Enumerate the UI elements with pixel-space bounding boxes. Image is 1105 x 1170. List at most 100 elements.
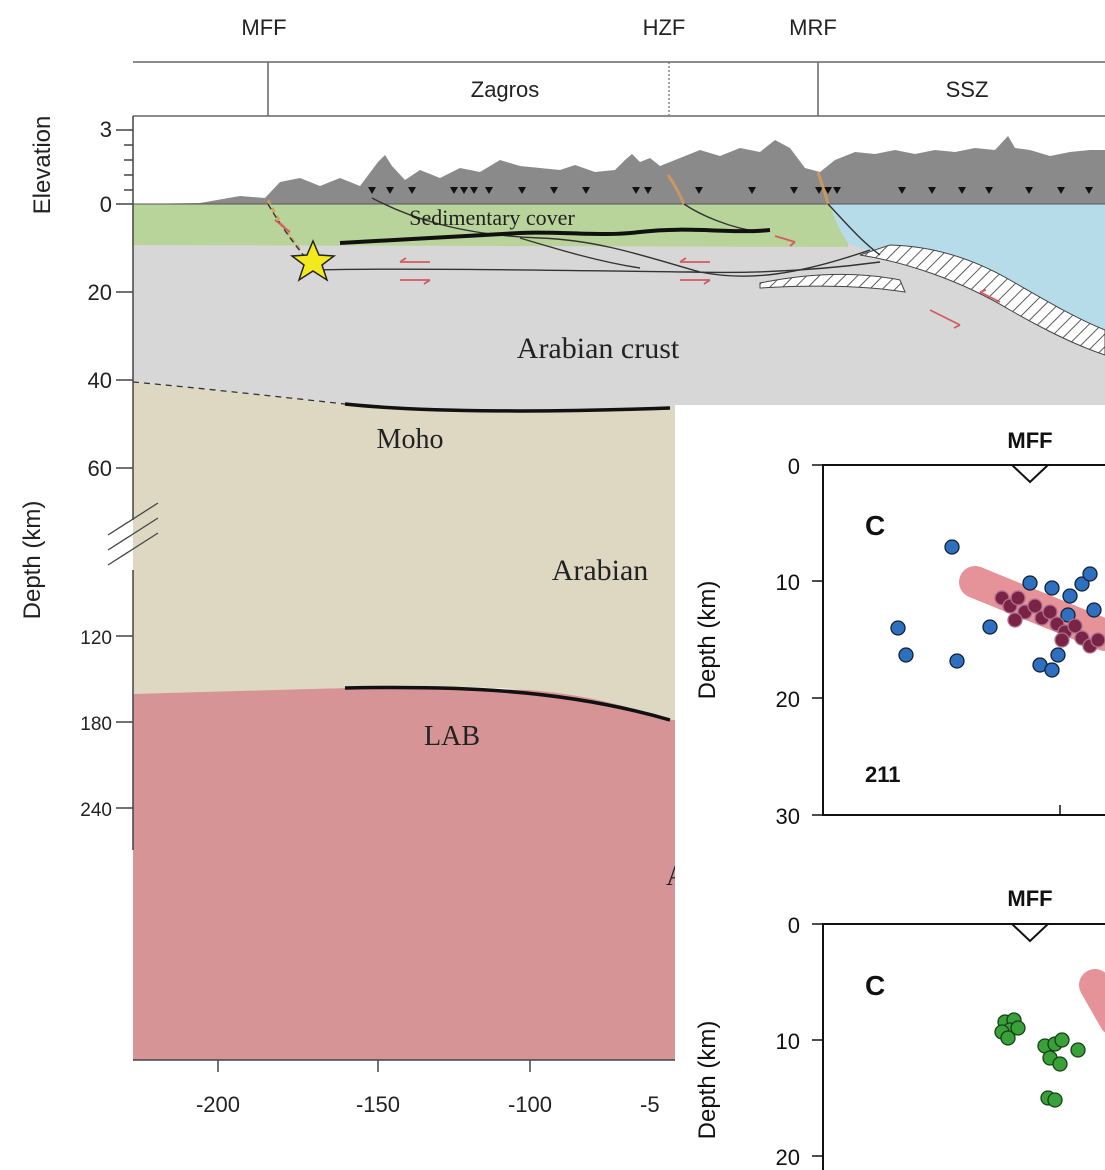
main-y-tick-labels: 3 0 20 40 60 120 180 240 xyxy=(80,117,112,821)
inset-bottom-green-events xyxy=(994,1012,1086,1108)
inset-top-maroon-events xyxy=(994,590,1105,654)
earthquake-star-icon xyxy=(289,239,337,282)
moho-dashed xyxy=(132,381,346,405)
fault-line-mrf xyxy=(827,203,881,256)
event-point xyxy=(1000,1030,1016,1046)
fault-trace-mff xyxy=(266,199,302,251)
station-icon xyxy=(470,187,478,194)
event-point xyxy=(1044,580,1060,596)
inset-bottom-panel-letter: C xyxy=(865,970,885,1001)
event-point xyxy=(890,620,906,636)
station-icon xyxy=(833,187,841,194)
fault-line-upper xyxy=(371,197,871,277)
x-tick-label: -5 xyxy=(640,1092,660,1117)
label-moho: Moho xyxy=(377,424,444,455)
inset-top-count: 211 xyxy=(865,762,901,787)
fault-trace-mrf xyxy=(816,171,830,205)
zone-label-ssz: SSZ xyxy=(946,77,989,102)
fault-line-lower xyxy=(314,261,881,274)
station-icon xyxy=(632,187,640,194)
inset-top-fault-label: MFF xyxy=(1007,428,1052,453)
arrow-icon xyxy=(979,289,1001,303)
inset-top-y-label: Depth (km) xyxy=(694,581,721,700)
station-icon xyxy=(1025,187,1033,194)
sedimentary-layer xyxy=(133,204,855,247)
y-tick-label: 180 xyxy=(80,714,112,735)
inset-bottom-y-label: Depth (km) xyxy=(694,1021,721,1140)
event-point xyxy=(1050,647,1066,663)
y-tick-label: 40 xyxy=(88,368,112,393)
inset-bottom-y-ticks xyxy=(812,923,823,1157)
station-icon xyxy=(644,187,652,194)
station-icon xyxy=(386,187,394,194)
inset-bottom-tick-10: 10 xyxy=(776,1029,800,1054)
shear-arrows xyxy=(274,219,1001,329)
header-faults: MFF HZF MRF xyxy=(241,15,836,40)
y-tick-label: 120 xyxy=(80,628,112,649)
event-point xyxy=(982,619,998,635)
station-icon xyxy=(790,187,798,194)
inset-bottom-frame xyxy=(822,923,1105,1170)
event-point xyxy=(1027,598,1043,614)
y-tick-label: 20 xyxy=(88,280,112,305)
inset-bottom-fault-triangle-icon xyxy=(1009,923,1051,943)
label-arabian-crust: Arabian crust xyxy=(517,332,680,365)
inset-top-panel: 0 10 20 30 Depth (km) MFF C 211 xyxy=(694,428,1105,829)
x-tick-label: -100 xyxy=(508,1092,552,1117)
fault-label-hzf: HZF xyxy=(643,15,686,40)
event-point xyxy=(1022,575,1038,591)
event-point xyxy=(1054,1032,1070,1048)
ssz-lower-crust xyxy=(848,243,1105,408)
header-zone-bar: Zagros SSZ xyxy=(133,61,1105,117)
arrow-icon xyxy=(774,235,796,247)
moho-line xyxy=(344,402,671,413)
lab-line xyxy=(344,685,671,722)
arrow-icon xyxy=(929,309,961,329)
event-point xyxy=(1060,607,1076,623)
inset-top-panel-letter: C xyxy=(865,510,885,541)
event-point xyxy=(1090,632,1105,648)
y-tick-label: 0 xyxy=(100,192,112,217)
event-point xyxy=(1010,1020,1026,1036)
inset-top-y-ticks xyxy=(812,464,1061,816)
inset-top-frame xyxy=(822,464,1105,816)
station-icon xyxy=(1057,187,1065,194)
inset-top-tick-30: 30 xyxy=(776,804,800,829)
break-mark xyxy=(107,517,159,551)
event-point xyxy=(1082,566,1098,582)
y-tick-label: 240 xyxy=(80,800,112,821)
station-icon xyxy=(368,187,376,194)
topography xyxy=(133,136,1105,204)
event-point xyxy=(1047,1092,1063,1108)
station-icon xyxy=(550,187,558,194)
inset-top-blue-events xyxy=(890,539,1102,678)
station-icon xyxy=(695,187,703,194)
fault-line-mid xyxy=(519,237,641,269)
station-icon xyxy=(485,187,493,194)
station-icon xyxy=(408,187,416,194)
event-point xyxy=(1070,1042,1086,1058)
station-icon xyxy=(815,187,823,194)
station-icon xyxy=(1085,187,1093,194)
station-icon xyxy=(450,187,458,194)
inset-background xyxy=(675,405,1105,1170)
event-point xyxy=(944,539,960,555)
station-icon xyxy=(898,187,906,194)
fault-trace-hzf xyxy=(666,174,686,205)
event-point xyxy=(1086,602,1102,618)
break-mark xyxy=(107,532,159,566)
axis-break-marks xyxy=(107,502,159,566)
zone-label-zagros: Zagros xyxy=(471,77,539,102)
station-icon xyxy=(582,187,590,194)
arrow-icon xyxy=(400,279,431,285)
arrow-icon xyxy=(679,257,710,263)
depth-axis-label: Depth (km) xyxy=(19,501,46,620)
elevation-axis-label: Elevation xyxy=(29,116,56,215)
y-tick-label: 60 xyxy=(88,456,112,481)
hatched-slab xyxy=(859,244,1105,356)
hatched-wedge xyxy=(759,273,906,293)
event-point xyxy=(1010,590,1026,606)
inset-bottom-tick-0: 0 xyxy=(788,913,800,938)
event-point xyxy=(949,653,965,669)
